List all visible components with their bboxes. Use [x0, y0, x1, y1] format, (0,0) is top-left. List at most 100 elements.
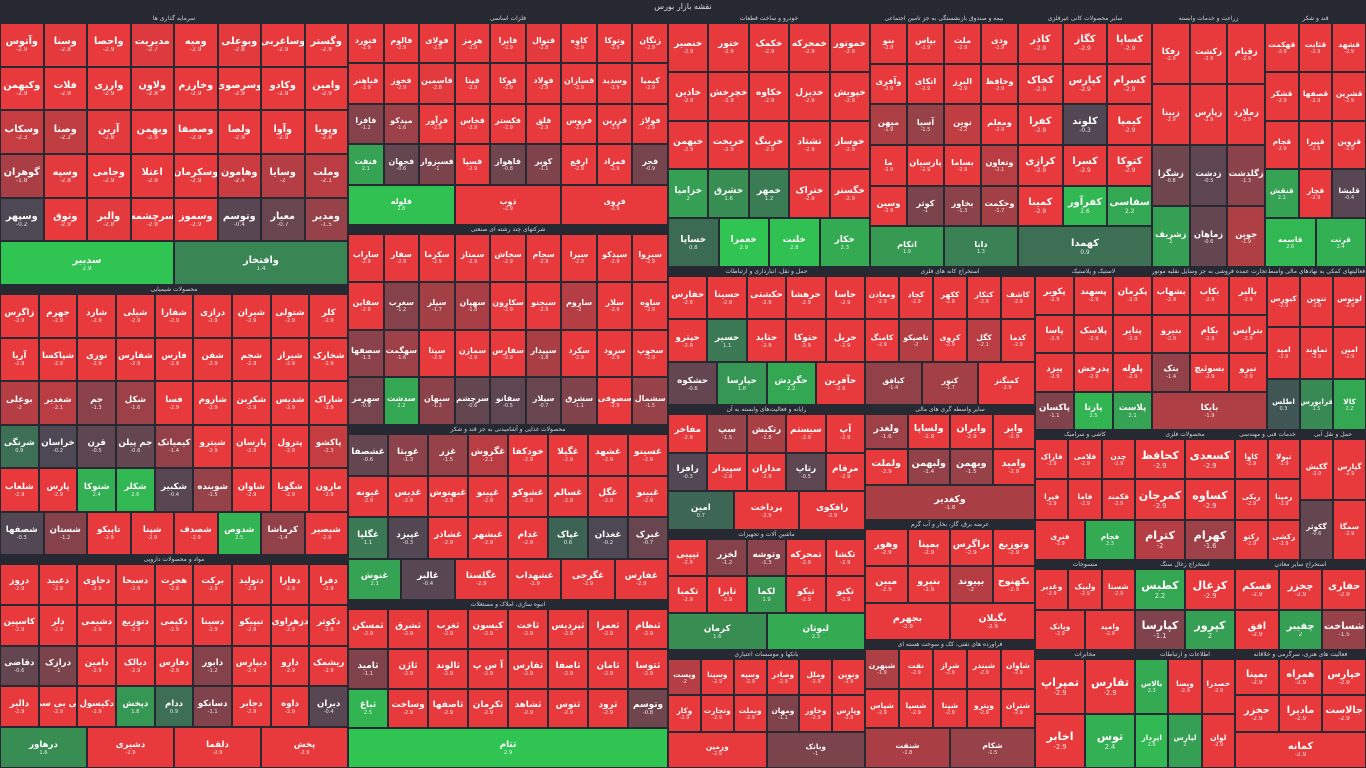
stock-change: -2.9: [645, 354, 656, 361]
stock-tile: پارس -2.9: [38, 468, 78, 512]
stock-tile: وصادر -2.9: [766, 659, 800, 696]
stock-change: -2.9: [994, 85, 1005, 92]
stock-name: سهگمت: [385, 345, 417, 355]
stock-name: قسکم: [1242, 580, 1272, 592]
stock-name: پکرمان: [1117, 287, 1148, 298]
stock-change: -2.9: [1213, 742, 1224, 749]
stock-tile: کزغال -2.9: [1185, 569, 1235, 610]
stock-name: بگیلان: [978, 613, 1007, 624]
stock-tile: کنور -1.7: [921, 362, 979, 405]
stock-name: دالبر: [9, 698, 30, 709]
stock-name: چدن: [1110, 451, 1127, 461]
stock-change: -2.9: [880, 550, 892, 556]
stock-name: کیسون: [472, 620, 504, 631]
stock-name: غشهد: [594, 446, 622, 457]
stock-change: -2.9: [442, 670, 454, 677]
stock-change: -2.8: [538, 44, 549, 51]
stock-name: وتجارت: [703, 705, 731, 715]
stock-tile: فاهواز -0.8: [490, 144, 526, 185]
stock-name: جوین: [1235, 228, 1258, 239]
stock-tile: کترام -2: [1135, 519, 1185, 560]
stock-name: اتکام: [897, 238, 917, 249]
stock-name: فنوال: [532, 35, 556, 45]
stock-change: -0.2: [53, 448, 64, 455]
stock-change: -2.9: [360, 307, 371, 314]
stock-tile: وتوسم -0.8: [628, 688, 668, 729]
stock-tile: ثاخت -2.9: [508, 609, 548, 649]
stock-change: -2.9: [800, 596, 812, 603]
stock-tile: ملت -2.9: [944, 23, 981, 64]
stock-change: -1.4: [1166, 374, 1177, 381]
stock-tile: سقاین -2.9: [348, 281, 384, 330]
stock-name: کطبس: [1141, 578, 1179, 592]
stock-change: -2.9: [190, 221, 202, 228]
stock-change: -2.9: [877, 709, 887, 716]
stock-change: 2.5: [1089, 412, 1098, 419]
stock-change: -2: [968, 587, 975, 593]
sector: محصولات شیمیایی کلر -2.9 شتولی -2.9 شیران -2.9…: [0, 285, 348, 555]
stock-tile: اپرداز 2.6: [1135, 713, 1169, 768]
stock-tile: دکیسول -2.9: [77, 686, 116, 728]
stock-name: شصدف: [179, 525, 212, 536]
stock-tile: چفیبر 2: [1278, 609, 1323, 650]
stock-name: خمحرکه: [791, 39, 827, 50]
stock-change: -2.9: [130, 627, 141, 634]
stock-name: البرز: [952, 75, 973, 86]
stock-tile: وکبهمن -2.9: [0, 66, 44, 111]
stock-change: -2.9: [285, 491, 296, 498]
stock-name: شفارا: [161, 307, 187, 318]
stock-tile: سکارون -2.9: [490, 281, 526, 330]
stock-name: زقیام: [1234, 45, 1258, 56]
stock-change: -2.9: [562, 670, 574, 677]
stock-name: شکام: [982, 740, 1003, 750]
stock-tile: شیترو -2.9: [193, 424, 232, 468]
stock-tile: جالاست -2.9: [1322, 695, 1366, 732]
stock-tile: پتایر -2.9: [1113, 314, 1152, 353]
sector: استخراج کانه های فلزی کاشف -2.9 کتکار -2.9 کک…: [865, 267, 1035, 405]
stock-name: قهکمت: [1268, 39, 1296, 49]
stock-change: -2.9: [1203, 501, 1217, 510]
stock-tile: شتران -2.9: [1001, 688, 1035, 729]
stock-tile: البرز -2.9: [944, 63, 981, 105]
stock-tile: آ س پ -2.9: [468, 648, 508, 689]
stock-name: غشصفا: [351, 446, 385, 457]
stock-tile: فنورد -2.9: [348, 23, 384, 64]
stock-name: بترانس: [1232, 325, 1263, 336]
stock-tile: غبرک -0.7: [628, 517, 668, 559]
stock-change: -2.9: [778, 678, 788, 685]
stock-name: غدام: [517, 529, 539, 540]
sector-title: مواد و محصولات دارویی: [143, 556, 205, 563]
stock-tile: سرود -2.9: [596, 329, 633, 378]
stock-tile: وسرصوی -2.9: [217, 66, 261, 111]
stock-name: وبوعلی: [221, 36, 258, 48]
stock-name: فسپا: [462, 156, 483, 166]
stock-name: مداران: [752, 463, 781, 474]
stock-change: -1.4: [923, 469, 935, 476]
stock-change: -2.9: [1278, 354, 1289, 361]
stock-name: غغذان: [594, 529, 622, 540]
stock-tile: ولملت -2.9: [865, 449, 908, 485]
stock-tile: دفارا -2.9: [270, 564, 310, 605]
stock-change: -2.9: [207, 404, 218, 411]
stock-tile: نوری -2.9: [77, 337, 116, 381]
stock-tile: آرین -2.8: [87, 110, 131, 154]
stock-tile: وایران -2.9: [950, 414, 993, 450]
stock-change: -2.9: [723, 49, 734, 56]
stock-tile: قهکمت -2.9: [1265, 23, 1299, 72]
stock-tile: زنگان -2.9: [632, 23, 668, 64]
stock-name: غگروش: [470, 446, 506, 457]
stock-name: غالبر: [417, 571, 439, 582]
stock-change: -2.9: [396, 44, 407, 51]
stock-change: -1.5: [1338, 632, 1350, 639]
stock-change: -2.9: [277, 134, 289, 141]
stock-tile: قپیرا -2.9: [1298, 120, 1333, 170]
stock-change: -2.9: [844, 195, 856, 202]
sector-title: خودرو و ساخت قطعات: [739, 15, 799, 22]
stock-name: قپیرا: [1306, 137, 1325, 147]
stock-change: -1.9: [1204, 412, 1215, 419]
stock-name: سیلار: [532, 393, 555, 403]
stock-change: -2.9: [609, 165, 620, 172]
stock-tile: ریکی -2.9: [1235, 479, 1268, 520]
stock-change: -2: [279, 178, 286, 185]
stock-change: -2.9: [1338, 715, 1350, 722]
